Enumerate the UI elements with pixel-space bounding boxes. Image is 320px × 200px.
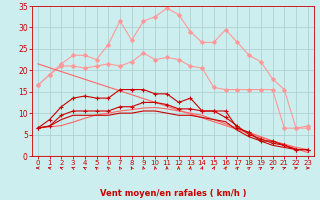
Text: Vent moyen/en rafales ( km/h ): Vent moyen/en rafales ( km/h ) [100, 189, 246, 198]
